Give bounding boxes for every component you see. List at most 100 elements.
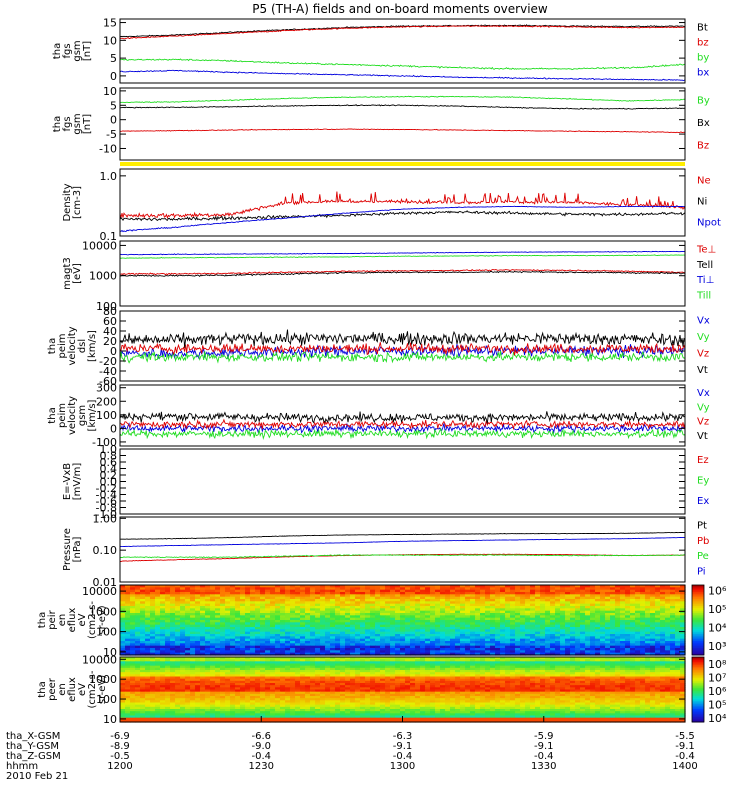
heatmap-cell [525, 631, 531, 635]
heatmap-cell [400, 603, 406, 607]
heatmap-cell [185, 627, 191, 630]
series-line-By [119, 95, 686, 104]
heatmap-cell [620, 589, 626, 593]
heatmap-cell [240, 631, 246, 635]
heatmap-cell [230, 589, 236, 593]
heatmap-cell [380, 608, 386, 612]
heatmap-cell [260, 629, 266, 633]
heatmap-cell [565, 592, 571, 595]
heatmap-cell [170, 592, 176, 595]
heatmap-cell [575, 663, 581, 667]
heatmap-cell [145, 627, 151, 630]
heatmap-cell [655, 665, 661, 669]
heatmap-cell [325, 615, 331, 619]
heatmap-cell [650, 659, 656, 662]
heatmap-cell [150, 652, 156, 656]
heatmap-cell [240, 608, 246, 612]
heatmap-cell [355, 648, 361, 651]
heatmap-cell [150, 650, 156, 654]
heatmap-cell [180, 596, 186, 600]
heatmap-cell [195, 601, 201, 605]
heatmap-cell [270, 617, 276, 621]
heatmap-cell [450, 610, 456, 614]
heatmap-cell [575, 638, 581, 642]
heatmap-cell [345, 610, 351, 614]
heatmap-cell [290, 615, 296, 619]
heatmap-cell [150, 599, 156, 602]
heatmap-cell [625, 678, 631, 682]
heatmap-cell [245, 667, 251, 671]
heatmap-cell [265, 652, 271, 656]
heatmap-cell [445, 615, 451, 619]
heatmap-cell [385, 629, 391, 633]
heatmap-cell [645, 659, 651, 662]
heatmap-cell [320, 643, 326, 647]
heatmap-cell [515, 667, 521, 671]
heatmap-cell [165, 641, 171, 644]
heatmap-cell [520, 620, 526, 623]
heatmap-cell [235, 667, 241, 671]
heatmap-cell [500, 659, 506, 662]
heatmap-cell [495, 592, 501, 595]
heatmap-cell [595, 620, 601, 623]
heatmap-cell [210, 585, 216, 588]
heatmap-cell [190, 674, 196, 678]
heatmap-cell [315, 601, 321, 605]
heatmap-cell [515, 663, 521, 667]
heatmap-cell [230, 670, 236, 673]
heatmap-cell [390, 620, 396, 623]
heatmap-cell [485, 622, 491, 626]
heatmap-cell [485, 599, 491, 602]
heatmap-cell [625, 638, 631, 642]
heatmap-cell [190, 650, 196, 654]
heatmap-cell [505, 589, 511, 593]
heatmap-cell [165, 661, 171, 665]
heatmap-cell [475, 648, 481, 651]
heatmap-cell [600, 643, 606, 647]
heatmap-cell [525, 587, 531, 591]
colorbar-step [692, 611, 704, 614]
heatmap-cell [645, 670, 651, 673]
heatmap-cell [540, 608, 546, 612]
heatmap-cell [490, 631, 496, 635]
heatmap-cell [400, 648, 406, 651]
heatmap-cell [320, 603, 326, 607]
heatmap-cell [245, 648, 251, 651]
heatmap-cell [225, 627, 231, 630]
heatmap-cell [585, 661, 591, 665]
heatmap-cell [315, 648, 321, 651]
heatmap-cell [120, 624, 126, 628]
heatmap-cell [330, 676, 336, 680]
heatmap-cell [680, 587, 686, 591]
heatmap-cell [230, 676, 236, 680]
heatmap-cell [585, 613, 591, 616]
heatmap-cell [455, 670, 461, 673]
heatmap-cell [485, 663, 491, 667]
heatmap-cell [590, 610, 596, 614]
heatmap-cell [580, 622, 586, 626]
heatmap-cell [570, 603, 576, 607]
heatmap-cell [565, 638, 571, 642]
heatmap-cell [550, 585, 556, 588]
heatmap-cell [375, 585, 381, 588]
heatmap-cell [230, 661, 236, 665]
heatmap-cell [155, 622, 161, 626]
heatmap-cell [170, 636, 176, 640]
heatmap-cell [155, 670, 161, 673]
heatmap-cell [560, 585, 566, 588]
heatmap-cell [240, 587, 246, 591]
heatmap-cell [675, 629, 681, 633]
heatmap-cell [385, 592, 391, 595]
heatmap-cell [660, 617, 666, 621]
panel-frame [119, 168, 686, 237]
heatmap-cell [240, 680, 246, 684]
heatmap-cell [610, 643, 616, 647]
heatmap-cell [515, 657, 521, 660]
colorbar-step [692, 597, 704, 600]
heatmap-cell [545, 634, 551, 637]
heatmap-cell [415, 624, 421, 628]
heatmap-cell [370, 610, 376, 614]
heatmap-cell [425, 601, 431, 605]
heatmap-cell [505, 638, 511, 642]
heatmap-cell [505, 608, 511, 612]
